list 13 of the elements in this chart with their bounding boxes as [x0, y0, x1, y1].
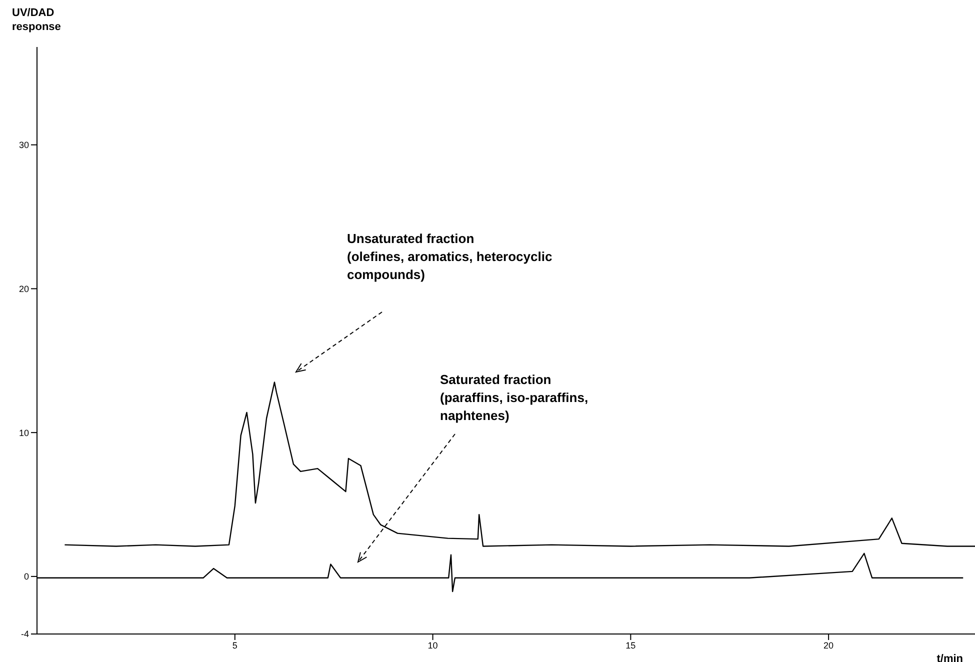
x-tick-label: 10	[428, 640, 438, 650]
annotation: Unsaturated fraction (olefines, aromatics, heterocyclic compounds)	[347, 231, 552, 282]
y-tick-label: -4	[20, 629, 29, 640]
y-axis-title: UV/DAD response	[12, 6, 62, 34]
annotation: Saturated fraction (paraffins, iso-paraffins, naphtenes)	[440, 372, 588, 423]
x-tick-label: 5	[232, 640, 238, 650]
y-tick-label: 20	[18, 284, 29, 294]
y-tick-label: 0	[24, 572, 29, 582]
x-axis-title: t/min	[936, 653, 964, 662]
y-tick-label: 10	[18, 428, 29, 438]
y-tick-label: 30	[18, 140, 29, 150]
x-tick-label: 20	[824, 640, 834, 650]
x-tick-label: 15	[626, 640, 636, 650]
